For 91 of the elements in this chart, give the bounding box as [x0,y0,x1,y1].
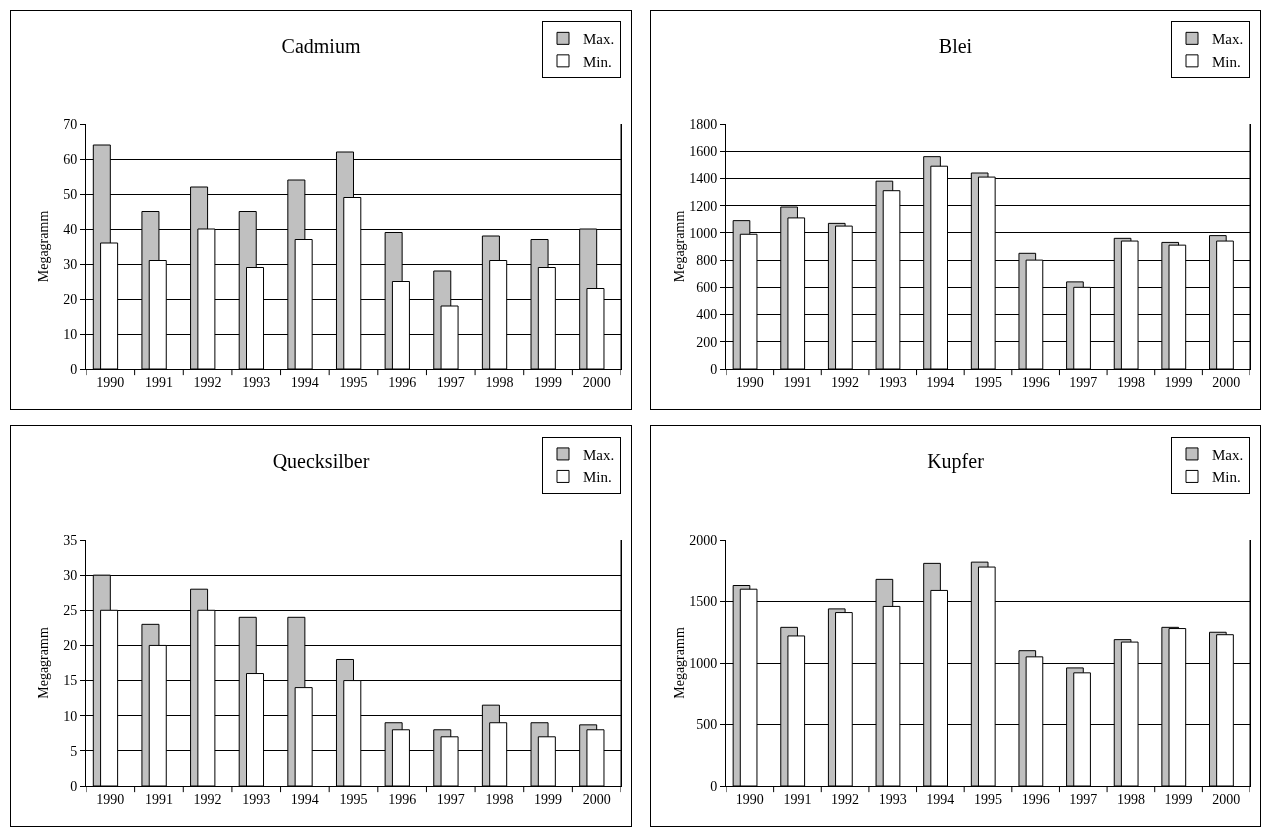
x-tick-label: 1999 [1164,374,1193,390]
y-tick-label: 0 [70,778,78,794]
x-tick-label: 1991 [783,791,812,807]
x-tick-label: 1996 [1021,791,1050,807]
y-tick-label: 20 [63,638,78,654]
x-tick-label: 1999 [534,791,563,807]
x-tick-label: 1998 [1116,374,1145,390]
chart-title: Kupfer [927,450,985,473]
x-tick-label: 1995 [339,791,368,807]
y-tick-label: 600 [696,280,718,296]
x-tick-label: 1996 [388,374,417,390]
x-tick-label: 1990 [735,374,764,390]
legend-label: Min. [1212,53,1241,70]
y-tick-label: 0 [710,361,718,377]
x-tick-label: 1992 [193,374,222,390]
x-tick-label: 1990 [96,791,125,807]
x-tick-label: 1996 [388,791,417,807]
x-tick-label: 1997 [1069,374,1098,390]
y-tick-label: 40 [63,221,78,237]
x-tick-label: 1997 [436,374,465,390]
x-tick-label: 1992 [193,791,222,807]
y-tick-label: 10 [63,326,78,342]
x-tick-label: 1997 [1069,791,1098,807]
x-tick-label: 1998 [485,791,514,807]
y-tick-label: 0 [710,778,718,794]
y-tick-label: 1800 [689,116,718,132]
legend-label: Min. [583,469,612,486]
y-tick-label: 200 [696,334,718,350]
x-tick-label: 2000 [582,791,611,807]
x-tick-label: 2000 [1212,374,1241,390]
x-tick-label: 1994 [290,374,319,390]
legend-label: Max. [1212,31,1244,48]
x-tick-label: 1999 [534,374,563,390]
x-tick-label: 1997 [436,791,465,807]
y-tick-label: 400 [696,307,718,323]
y-tick-label: 10 [63,708,78,724]
y-tick-label: 70 [63,116,78,132]
x-tick-label: 1999 [1164,791,1193,807]
y-tick-label: 2000 [689,532,718,548]
y-tick-label: 1500 [689,594,718,610]
x-tick-label: 1998 [1116,791,1145,807]
x-tick-label: 1992 [831,791,860,807]
legend-label: Min. [1212,469,1241,486]
x-tick-label: 1995 [974,791,1002,807]
legend-label: Min. [583,53,612,70]
y-tick-label: 35 [63,532,78,548]
chart-title: Cadmium [281,34,361,57]
x-tick-label: 1991 [783,374,812,390]
y-tick-label: 30 [63,256,78,272]
y-axis-title: Megagramm [36,210,51,283]
y-tick-label: 30 [63,568,78,584]
x-tick-label: 2000 [1212,791,1241,807]
chart-title: Quecksilber [272,450,370,472]
legend-label: Max. [583,31,615,48]
x-tick-label: 1995 [339,374,368,390]
x-tick-label: 2000 [582,374,611,390]
y-tick-label: 1000 [689,655,718,671]
y-tick-label: 15 [63,673,78,689]
chart-title: Blei [938,34,973,57]
x-tick-label: 1990 [735,791,764,807]
x-tick-label: 1993 [242,374,271,390]
x-tick-label: 1991 [144,374,173,390]
y-tick-label: 800 [696,253,718,269]
x-tick-label: 1993 [878,374,907,390]
y-tick-label: 50 [63,186,78,202]
y-axis-title: Megagramm [36,627,51,699]
y-tick-label: 1400 [689,171,718,187]
y-tick-label: 20 [63,291,78,307]
y-tick-label: 1000 [689,225,718,241]
x-tick-label: 1998 [485,374,514,390]
legend-label: Max. [583,446,615,463]
x-tick-label: 1990 [96,374,125,390]
x-tick-label: 1991 [144,791,173,807]
x-tick-label: 1994 [290,791,319,807]
y-tick-label: 25 [63,603,78,619]
y-tick-label: 1600 [689,144,718,160]
y-tick-label: 500 [696,717,718,733]
x-tick-label: 1995 [974,374,1002,390]
legend-label: Max. [1212,446,1244,463]
y-tick-label: 5 [70,743,78,759]
y-tick-label: 60 [63,151,78,167]
y-tick-label: 0 [70,361,78,377]
x-tick-label: 1994 [926,791,955,807]
x-tick-label: 1992 [831,374,860,390]
x-tick-label: 1994 [926,374,955,390]
y-axis-title: Megagramm [672,210,688,283]
y-axis-title: Megagramm [672,627,688,699]
x-tick-label: 1996 [1021,374,1050,390]
x-tick-label: 1993 [878,791,907,807]
y-tick-label: 1200 [689,198,718,214]
x-tick-label: 1993 [242,791,271,807]
